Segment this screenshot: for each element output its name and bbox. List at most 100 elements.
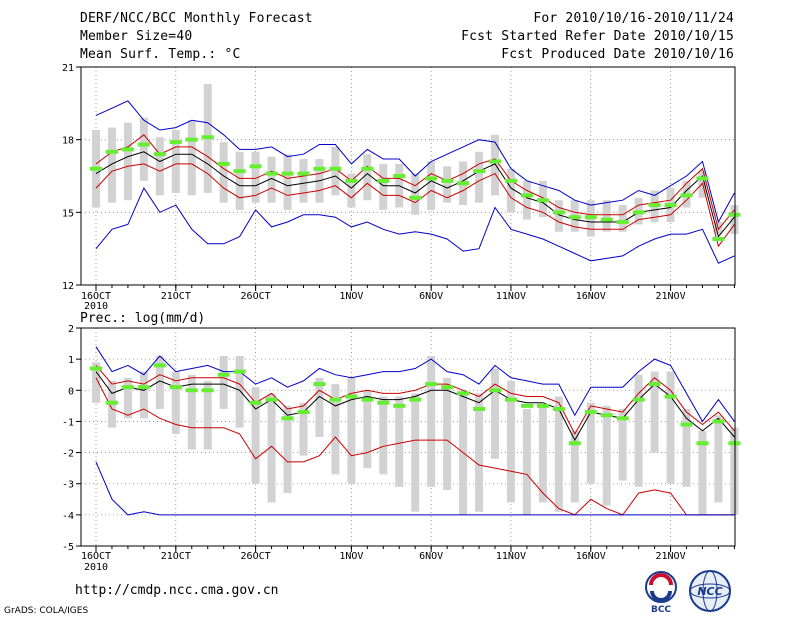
prec-x-tick-label: 16OCT — [81, 551, 111, 562]
prec-range-box — [714, 415, 723, 503]
temp-frame — [80, 66, 736, 286]
temp-range-box — [443, 166, 452, 203]
temp-y-tick-label: 21 — [62, 63, 74, 74]
prec-green-marker — [473, 406, 486, 411]
temp-line-ensemble-mean — [95, 151, 735, 238]
prec-line-member-max — [95, 346, 735, 423]
temp-green-marker — [552, 210, 565, 215]
temp-line-lower-spread — [95, 163, 735, 248]
temp-range-box — [554, 200, 563, 232]
source-url[interactable]: http://cmdp.ncc.cma.gov.cn — [75, 583, 279, 598]
prec-range-box — [171, 371, 180, 434]
temp-green-marker — [377, 178, 390, 183]
temp-range-box — [618, 205, 627, 232]
temp-green-marker — [329, 166, 342, 171]
temp-green-marker — [520, 193, 533, 198]
temp-range-box — [283, 154, 292, 210]
temp-green-marker — [217, 161, 230, 166]
temp-x-year-label: 2010 — [84, 301, 108, 312]
prec-green-marker — [680, 422, 693, 427]
prec-range-box — [379, 396, 388, 475]
prec-green-marker — [329, 397, 342, 402]
prec-green-marker — [712, 419, 725, 424]
prec-y-tick-label: -2 — [62, 449, 74, 460]
prec-range-box — [522, 408, 531, 515]
prec-y-tick-label: -3 — [62, 480, 74, 491]
prec-range-box — [411, 393, 420, 512]
prec-x-tick-label: 21OCT — [161, 551, 191, 562]
prec-range-box — [395, 396, 404, 487]
prec-panel-title: Prec.: log(mm/d) — [80, 311, 205, 326]
temp-line-member-min — [95, 187, 735, 264]
prec-green-marker — [137, 385, 150, 390]
temp-green-marker — [712, 236, 725, 241]
prec-range-box — [203, 380, 212, 450]
prec-green-marker — [664, 394, 677, 399]
prec-green-marker — [504, 397, 517, 402]
temp-range-box — [251, 151, 260, 203]
temp-green-marker — [473, 169, 486, 174]
temp-range-box — [379, 163, 388, 210]
prec-green-marker — [584, 410, 597, 415]
temp-x-tick-label: 16NOV — [576, 291, 606, 302]
ncc-logo: NCC — [689, 570, 731, 612]
temp-line-upper-spread — [95, 134, 735, 231]
temp-range-box — [219, 142, 228, 203]
temp-green-marker — [361, 166, 374, 171]
prec-green-marker — [345, 394, 358, 399]
prec-green-marker — [217, 372, 230, 377]
temp-x-tick-label: 26OCT — [241, 291, 271, 302]
prec-x-tick-label: 6NOV — [419, 551, 443, 562]
temp-green-marker — [680, 193, 693, 198]
prec-line-member-min — [95, 461, 735, 516]
prec-range-box — [443, 377, 452, 490]
prec-y-tick-label: 1 — [68, 355, 74, 366]
prec-green-marker — [536, 403, 549, 408]
temp-green-marker — [201, 135, 214, 140]
temp-y-tick-label: 12 — [62, 281, 74, 292]
prec-x-tick-label: 26OCT — [241, 551, 271, 562]
temp-green-marker — [313, 166, 326, 171]
prec-green-marker — [361, 397, 374, 402]
prec-green-marker — [249, 400, 262, 405]
prec-green-marker — [393, 403, 406, 408]
prec-range-box — [283, 405, 292, 494]
temp-line-member-max — [95, 100, 735, 224]
temp-x-tick-label: 21OCT — [161, 291, 191, 302]
temp-range-box — [123, 122, 132, 201]
prec-green-marker — [441, 385, 454, 390]
prec-range-box — [267, 393, 276, 503]
bcc-logo: BCC — [645, 571, 677, 614]
temp-range-box — [155, 137, 164, 196]
temp-range-box — [602, 200, 611, 232]
temp-range-box — [171, 129, 180, 193]
temp-range-box — [411, 173, 420, 215]
prec-y-tick-label: -1 — [62, 417, 74, 428]
temp-y-tick-label: 18 — [62, 136, 74, 147]
prec-green-marker — [105, 400, 118, 405]
prec-y-tick-label: -5 — [62, 542, 74, 553]
temp-range-box — [139, 117, 148, 181]
prec-x-tick-label: 11NOV — [496, 551, 526, 562]
temp-range-box — [427, 161, 436, 210]
temp-green-marker — [297, 171, 310, 176]
temp-range-box — [475, 151, 484, 203]
temp-range-box — [522, 180, 531, 220]
temp-green-marker — [664, 203, 677, 208]
temp-range-box — [347, 173, 356, 208]
temp-green-marker — [425, 176, 438, 181]
temp-green-marker — [265, 171, 278, 176]
temp-y-tick-label: 15 — [62, 208, 74, 219]
temp-green-marker — [121, 147, 134, 152]
temp-green-marker — [169, 140, 182, 145]
prec-range-box — [682, 408, 691, 487]
temp-green-marker — [233, 169, 246, 174]
temp-range-box — [267, 156, 276, 203]
prec-range-box — [618, 408, 627, 481]
forecast-start-date: Fcst Started Refer Date 2010/10/15 — [461, 29, 734, 44]
prec-green-marker — [728, 441, 741, 446]
prec-green-marker — [281, 416, 294, 421]
variable-label: Mean Surf. Temp.: °C — [80, 47, 241, 62]
prec-line-ensemble-mean — [95, 371, 735, 442]
prec-green-marker — [457, 391, 470, 396]
